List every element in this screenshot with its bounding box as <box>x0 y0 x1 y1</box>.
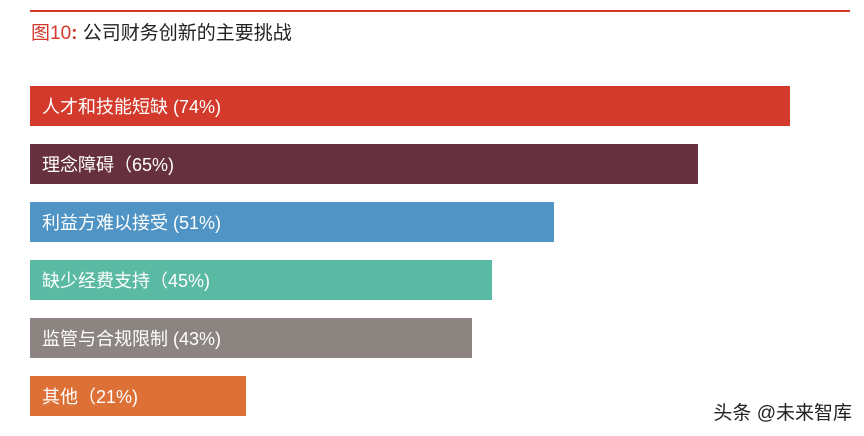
top-rule <box>30 10 850 12</box>
bar-2: 理念障碍（65%) <box>30 144 698 184</box>
bar-1: 人才和技能短缺 (74%) <box>30 86 790 126</box>
bar-label: 人才和技能短缺 (74%) <box>42 97 222 117</box>
bar-label: 缺少经费支持（45%) <box>42 271 211 291</box>
bar-label: 其他（21%) <box>42 387 139 407</box>
watermark: 头条 @未来智库 <box>713 403 852 424</box>
bar-6: 其他（21%) <box>30 376 246 416</box>
figure-label: 图10 <box>31 23 72 44</box>
figure-title: 图10: 公司财务创新的主要挑战 <box>31 18 292 45</box>
figure-colon: : <box>71 23 78 44</box>
bar-label: 利益方难以接受 (51%) <box>42 213 222 233</box>
bar-label: 理念障碍（65%) <box>42 155 175 175</box>
bar-label: 监管与合规限制 (43%) <box>42 329 222 349</box>
bar-3: 利益方难以接受 (51%) <box>30 202 554 242</box>
bar-5: 监管与合规限制 (43%) <box>30 318 472 358</box>
bar-4: 缺少经费支持（45%) <box>30 260 492 300</box>
figure-title-text: 公司财务创新的主要挑战 <box>82 23 292 44</box>
